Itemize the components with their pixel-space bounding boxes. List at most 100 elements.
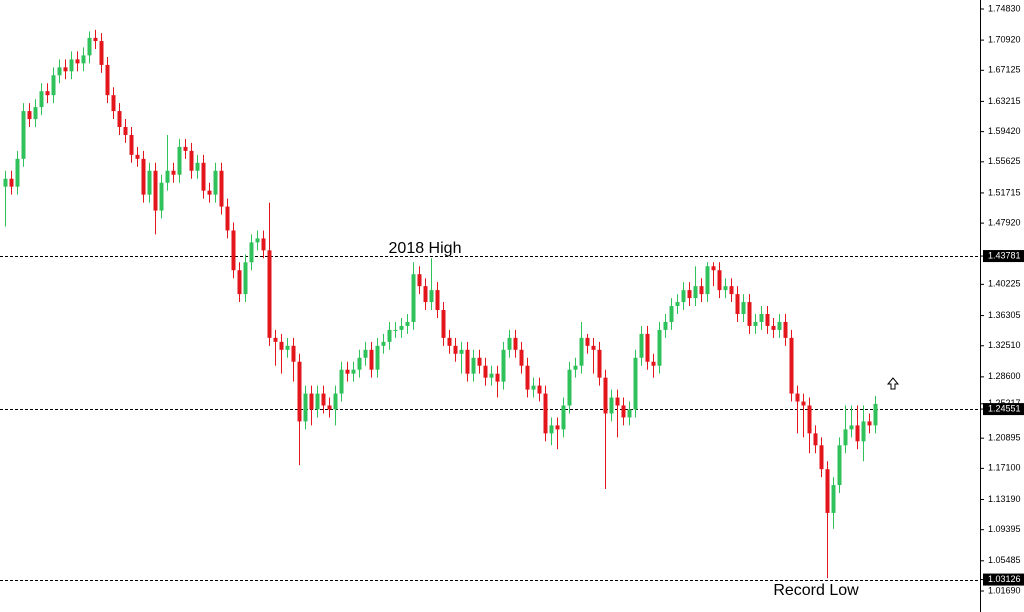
candle-body	[489, 373, 494, 378]
candle-body	[627, 409, 632, 418]
candle-body	[813, 433, 818, 446]
candle-body	[249, 242, 254, 263]
candle-body	[873, 403, 878, 426]
candle-body	[789, 337, 794, 394]
candle-body	[81, 55, 86, 64]
candle-body	[615, 397, 620, 406]
candle-body	[585, 337, 590, 346]
candle-body	[117, 111, 122, 127]
candle-body	[459, 349, 464, 354]
candle-body	[711, 266, 716, 271]
y-tick-label: 1.47920	[988, 217, 1021, 227]
candle-body	[675, 302, 680, 307]
y-tick-label: 1.24551	[988, 403, 1021, 413]
candle-body	[477, 357, 482, 366]
annotation: Record Low	[773, 582, 859, 599]
candle-body	[273, 337, 278, 342]
candle-body	[843, 429, 848, 446]
candle-body	[99, 41, 104, 65]
candle-body	[153, 170, 158, 211]
candle-body	[189, 150, 194, 171]
candle-body	[633, 357, 638, 410]
candle-body	[303, 393, 308, 422]
y-tick-label: 1.74830	[988, 3, 1021, 13]
candle-body	[519, 349, 524, 366]
y-tick-label: 1.28600	[988, 371, 1021, 381]
candle-body	[411, 274, 416, 322]
candle-body	[525, 365, 530, 390]
candle-body	[597, 349, 602, 378]
candle-body	[231, 230, 236, 271]
candle-body	[135, 154, 140, 159]
candle-body	[393, 329, 398, 331]
candle-body	[705, 266, 710, 295]
candle-body	[183, 146, 188, 151]
candle-body	[471, 357, 476, 374]
candle-body	[15, 158, 20, 187]
candle-body	[417, 274, 422, 287]
candle-body	[495, 373, 500, 382]
candle-body	[21, 111, 26, 159]
candle-body	[783, 321, 788, 338]
candle-body	[159, 182, 164, 211]
candle-body	[33, 107, 38, 120]
candle-body	[867, 421, 872, 426]
candle-body	[333, 393, 338, 410]
y-tick-label: 1.03126	[988, 574, 1021, 584]
candle-body	[369, 349, 374, 370]
y-tick-label: 1.59420	[988, 126, 1021, 136]
candle-body	[267, 250, 272, 338]
y-tick-label: 1.09395	[988, 524, 1021, 534]
candle-body	[501, 349, 506, 382]
annotation: 2018 High	[389, 240, 462, 257]
candle-body	[447, 337, 452, 346]
candle-body	[753, 321, 758, 326]
candle-body	[645, 333, 650, 362]
y-tick-label: 1.63215	[988, 96, 1021, 106]
candle-body	[405, 321, 410, 326]
candle-body	[63, 67, 68, 72]
candle-body	[9, 178, 14, 187]
candle-body	[771, 325, 776, 330]
candle-body	[657, 329, 662, 366]
candle-body	[849, 425, 854, 430]
candle-body	[225, 206, 230, 231]
candle-body	[681, 290, 686, 303]
candle-body	[165, 170, 170, 183]
y-tick-label: 1.17100	[988, 463, 1021, 473]
candle-body	[345, 369, 350, 374]
candle-body	[573, 365, 578, 370]
y-tick-label: 1.51715	[988, 187, 1021, 197]
candle-body	[795, 393, 800, 402]
candle-body	[207, 190, 212, 195]
candle-body	[291, 345, 296, 362]
candle-body	[309, 393, 314, 410]
y-tick-label: 1.36305	[988, 310, 1021, 320]
candle-body	[861, 421, 866, 442]
candle-body	[45, 91, 50, 96]
candle-body	[213, 170, 218, 195]
candle-body	[339, 369, 344, 394]
candle-body	[855, 425, 860, 442]
candle-body	[363, 349, 368, 358]
candle-body	[555, 425, 560, 430]
candle-body	[261, 238, 266, 251]
candle-body	[441, 310, 446, 338]
candle-body	[579, 337, 584, 366]
candle-body	[591, 345, 596, 350]
candle-body	[111, 95, 116, 112]
candle-body	[177, 146, 182, 175]
y-tick-label: 1.70920	[988, 34, 1021, 44]
candle-body	[93, 37, 98, 42]
candle-body	[537, 385, 542, 394]
candle-body	[219, 170, 224, 207]
candle-body	[687, 290, 692, 299]
candle-body	[723, 286, 728, 291]
candle-body	[735, 294, 740, 314]
candle-body	[171, 170, 176, 175]
candle-body	[639, 333, 644, 358]
y-tick-label: 1.20895	[988, 433, 1021, 443]
candle-body	[147, 170, 152, 195]
candle-body	[387, 329, 392, 342]
candle-body	[375, 345, 380, 370]
